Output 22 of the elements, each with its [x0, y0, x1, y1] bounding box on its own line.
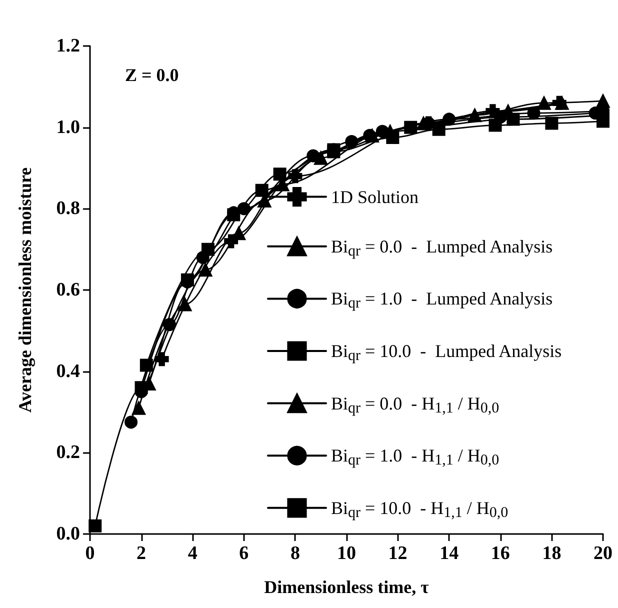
x-tick-label: 4 [188, 543, 198, 564]
x-tick-label: 20 [594, 543, 612, 564]
annotation: Z = 0.0 [125, 65, 179, 85]
y-tick-label: 0.8 [56, 198, 80, 220]
x-axis-title: Dimensionless time, τ [264, 577, 430, 597]
y-tick-label: 0.2 [56, 442, 80, 464]
y-tick-label: 1.0 [56, 116, 80, 138]
y-tick-label: 0.0 [56, 524, 80, 544]
legend-label: 1D Solution [331, 186, 419, 207]
x-tick-label: 16 [490, 543, 510, 564]
y-axis-title: Average dimensionless moisture [15, 167, 35, 413]
x-tick-label: 14 [440, 543, 460, 564]
y-tick-label: 0.4 [56, 360, 80, 382]
x-tick-label: 6 [239, 543, 249, 564]
x-tick-label: 12 [388, 543, 408, 564]
y-tick-label: 1.2 [56, 36, 80, 56]
y-tick-label: 0.6 [56, 280, 80, 300]
x-tick-label: 0 [85, 543, 95, 564]
x-tick-label: 8 [290, 543, 300, 564]
x-tick-label: 18 [542, 543, 562, 564]
x-tick-label: 10 [337, 543, 356, 564]
x-tick-label: 2 [136, 543, 146, 564]
